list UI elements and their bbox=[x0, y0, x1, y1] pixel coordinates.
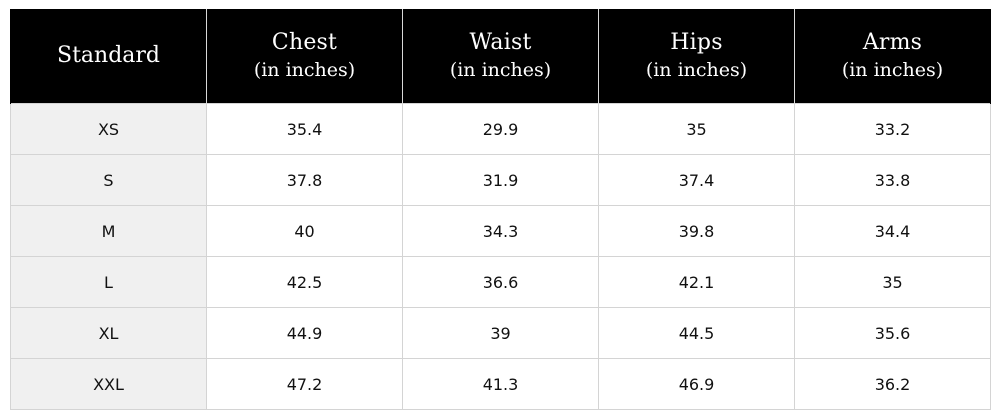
chest-cell: 37.8 bbox=[206, 154, 403, 206]
table-row: XS 35.4 29.9 35 33.2 bbox=[10, 103, 991, 155]
header-waist-unit: (in inches) bbox=[449, 59, 552, 82]
header-chest: Chest (in inches) bbox=[206, 9, 403, 104]
hips-cell: 35 bbox=[598, 103, 795, 155]
waist-cell: 29.9 bbox=[402, 103, 599, 155]
header-standard-label: Standard bbox=[57, 43, 160, 69]
size-cell: XXL bbox=[10, 358, 207, 410]
header-arms: Arms (in inches) bbox=[794, 9, 991, 104]
table-row: XXL 47.2 41.3 46.9 36.2 bbox=[10, 358, 991, 410]
chest-cell: 40 bbox=[206, 205, 403, 257]
table-row: M 40 34.3 39.8 34.4 bbox=[10, 205, 991, 257]
hips-cell: 46.9 bbox=[598, 358, 795, 410]
waist-cell: 41.3 bbox=[402, 358, 599, 410]
waist-cell: 36.6 bbox=[402, 256, 599, 308]
hips-cell: 37.4 bbox=[598, 154, 795, 206]
size-chart-body: XS 35.4 29.9 35 33.2 S 37.8 31.9 37.4 33… bbox=[10, 103, 991, 410]
size-cell: M bbox=[10, 205, 207, 257]
chest-cell: 35.4 bbox=[206, 103, 403, 155]
header-row: Standard Chest (in inches) Waist (in inc… bbox=[10, 9, 991, 104]
chest-cell: 42.5 bbox=[206, 256, 403, 308]
waist-cell: 34.3 bbox=[402, 205, 599, 257]
arms-cell: 35 bbox=[794, 256, 991, 308]
arms-cell: 36.2 bbox=[794, 358, 991, 410]
size-cell: L bbox=[10, 256, 207, 308]
header-waist-title: Waist bbox=[469, 30, 532, 56]
size-chart-table: Standard Chest (in inches) Waist (in inc… bbox=[10, 9, 991, 410]
header-chest-title: Chest bbox=[271, 30, 338, 56]
header-arms-unit: (in inches) bbox=[841, 59, 944, 82]
size-cell: XL bbox=[10, 307, 207, 359]
arms-cell: 35.6 bbox=[794, 307, 991, 359]
table-row: L 42.5 36.6 42.1 35 bbox=[10, 256, 991, 308]
arms-cell: 33.2 bbox=[794, 103, 991, 155]
size-cell: S bbox=[10, 154, 207, 206]
hips-cell: 39.8 bbox=[598, 205, 795, 257]
header-hips: Hips (in inches) bbox=[598, 9, 795, 104]
chest-cell: 44.9 bbox=[206, 307, 403, 359]
waist-cell: 39 bbox=[402, 307, 599, 359]
chest-cell: 47.2 bbox=[206, 358, 403, 410]
hips-cell: 44.5 bbox=[598, 307, 795, 359]
waist-cell: 31.9 bbox=[402, 154, 599, 206]
size-cell: XS bbox=[10, 103, 207, 155]
header-hips-title: Hips bbox=[670, 30, 723, 56]
header-waist: Waist (in inches) bbox=[402, 9, 599, 104]
hips-cell: 42.1 bbox=[598, 256, 795, 308]
header-chest-unit: (in inches) bbox=[253, 59, 356, 82]
header-hips-unit: (in inches) bbox=[645, 59, 748, 82]
size-chart-header: Standard Chest (in inches) Waist (in inc… bbox=[10, 9, 991, 104]
table-row: XL 44.9 39 44.5 35.6 bbox=[10, 307, 991, 359]
header-arms-title: Arms bbox=[862, 30, 923, 56]
header-standard: Standard bbox=[10, 9, 207, 104]
arms-cell: 34.4 bbox=[794, 205, 991, 257]
table-row: S 37.8 31.9 37.4 33.8 bbox=[10, 154, 991, 206]
arms-cell: 33.8 bbox=[794, 154, 991, 206]
